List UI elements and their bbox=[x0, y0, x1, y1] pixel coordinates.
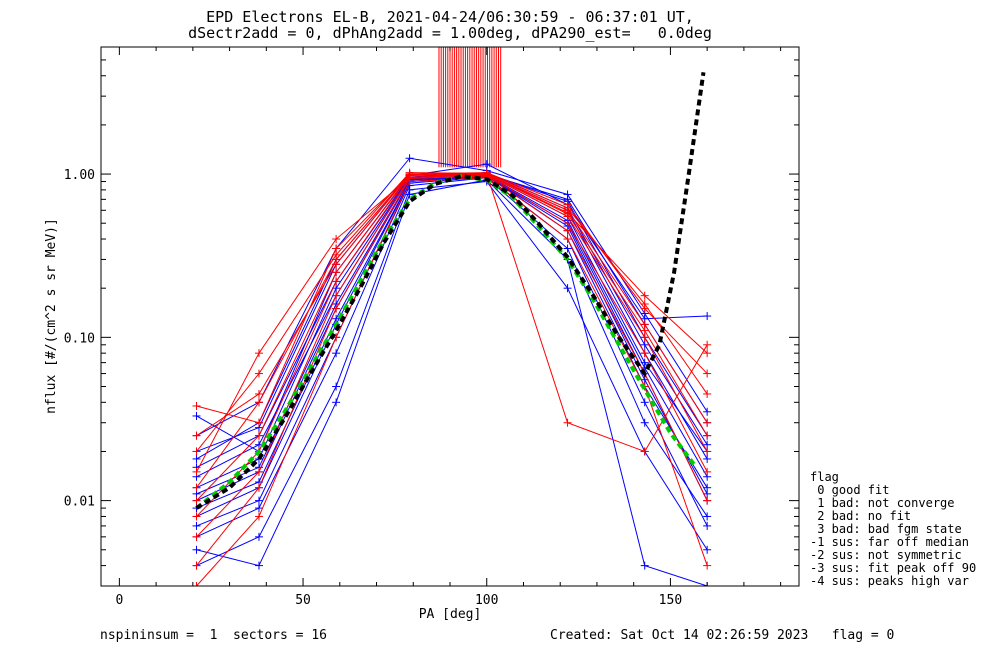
legend-item: -2 sus: not symmetric bbox=[810, 548, 962, 562]
legend-item: 2 bad: no fit bbox=[810, 509, 912, 523]
series-line bbox=[196, 172, 708, 468]
series-line bbox=[196, 175, 708, 566]
legend-item: -4 sus: peaks high var bbox=[810, 574, 969, 588]
x-tick-label: 150 bbox=[659, 593, 682, 608]
series-line bbox=[196, 181, 708, 567]
series-line bbox=[196, 157, 708, 437]
footer-sector-info: nspininsum = 1 sectors = 16 bbox=[100, 628, 327, 643]
axis-layer: 0 50 100 150 0.01 0.10 1.00 bbox=[64, 46, 799, 608]
series-line bbox=[196, 174, 708, 538]
legend-item: 3 bad: bad fgm state bbox=[810, 522, 962, 536]
series-line bbox=[196, 174, 708, 478]
chart-title-line1: EPD Electrons EL-B, 2021-04-24/06:30:59 … bbox=[206, 8, 694, 26]
chart-title-line2: dSectr2add = 0, dPhAng2add = 1.00deg, dP… bbox=[188, 24, 712, 42]
fit-curve-black bbox=[195, 72, 706, 510]
legend-item: -3 sus: fit peak off 90 bbox=[810, 561, 977, 575]
x-axis-label: PA [deg] bbox=[419, 607, 482, 622]
x-tick-label: 50 bbox=[295, 593, 311, 608]
series-line bbox=[196, 173, 708, 460]
series-line bbox=[196, 173, 708, 453]
legend-item: 0 good fit bbox=[810, 483, 890, 497]
footer-created: Created: Sat Oct 14 02:26:59 2023 flag =… bbox=[550, 628, 895, 643]
legend-item: -1 sus: far off median bbox=[810, 535, 969, 549]
x-tick-label: 0 bbox=[115, 593, 123, 608]
series-layer bbox=[192, 47, 712, 586]
x-tick-label: 100 bbox=[475, 593, 498, 608]
y-tick-label: 0.10 bbox=[64, 331, 95, 346]
series-line bbox=[196, 163, 708, 453]
series-line bbox=[196, 173, 708, 452]
overlay-layer bbox=[195, 72, 706, 510]
series-line bbox=[196, 174, 708, 517]
y-axis-label: nflux [#/(cm^2 s sr MeV)] bbox=[44, 218, 59, 414]
y-tick-label: 1.00 bbox=[64, 168, 95, 183]
series-line bbox=[196, 179, 708, 586]
flag-legend: flag 0 good fit 1 bad: not converge 2 ba… bbox=[810, 471, 976, 588]
series-line bbox=[196, 172, 708, 452]
series-line bbox=[196, 177, 708, 586]
y-tick-label: 0.01 bbox=[64, 495, 95, 510]
legend-item: 1 bad: not converge bbox=[810, 496, 955, 510]
legend-title: flag bbox=[810, 470, 839, 484]
